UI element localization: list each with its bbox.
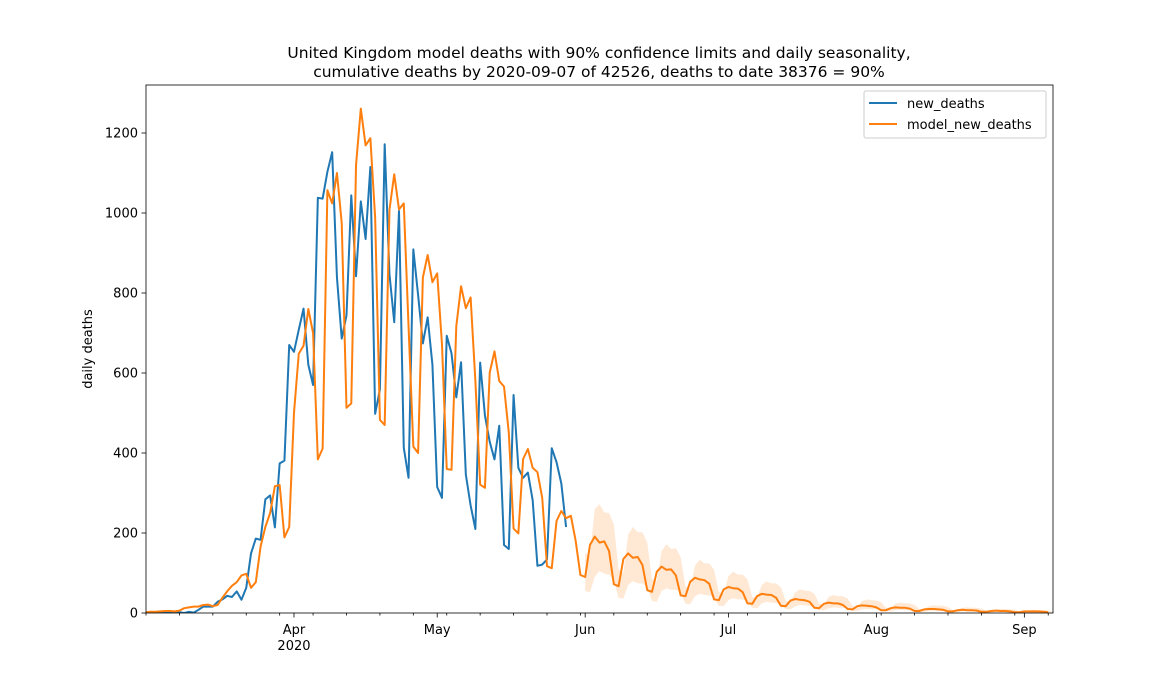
legend: new_deaths model_new_deaths <box>863 90 1047 139</box>
y-tick-label: 800 <box>113 287 138 302</box>
plot-marks <box>146 107 1053 613</box>
series-line-new-deaths <box>146 143 568 613</box>
chart-title: United Kingdom model deaths with 90% con… <box>287 44 910 62</box>
legend-label-new-deaths: new_deaths <box>907 97 985 112</box>
plot-frame <box>145 84 1054 614</box>
x-tick-label: Jul <box>720 623 737 638</box>
y-axis-label: daily deaths <box>81 309 96 389</box>
x-tick-sublabel: 2020 <box>277 639 310 654</box>
y-tick-label: 0 <box>130 607 138 622</box>
y-tick-label: 400 <box>113 447 138 462</box>
legend-label-model-new-deaths: model_new_deaths <box>907 118 1032 133</box>
x-tick-label: Jun <box>574 623 595 638</box>
y-tick-label: 200 <box>113 527 138 542</box>
y-tick-label: 600 <box>113 367 138 382</box>
chart-subtitle: cumulative deaths by 2020-09-07 of 42526… <box>313 63 885 81</box>
legend-box <box>863 90 1047 139</box>
x-tick-label: Sep <box>1012 623 1037 638</box>
y-tick-label: 1200 <box>105 127 138 142</box>
x-tick-label: Aug <box>864 623 889 638</box>
y-tick-label: 1000 <box>105 207 138 222</box>
x-tick-label: May <box>424 623 451 638</box>
series-line-model-new-deaths <box>146 107 1049 613</box>
confidence-band <box>585 504 1053 613</box>
x-tick-label: Apr <box>283 623 306 638</box>
